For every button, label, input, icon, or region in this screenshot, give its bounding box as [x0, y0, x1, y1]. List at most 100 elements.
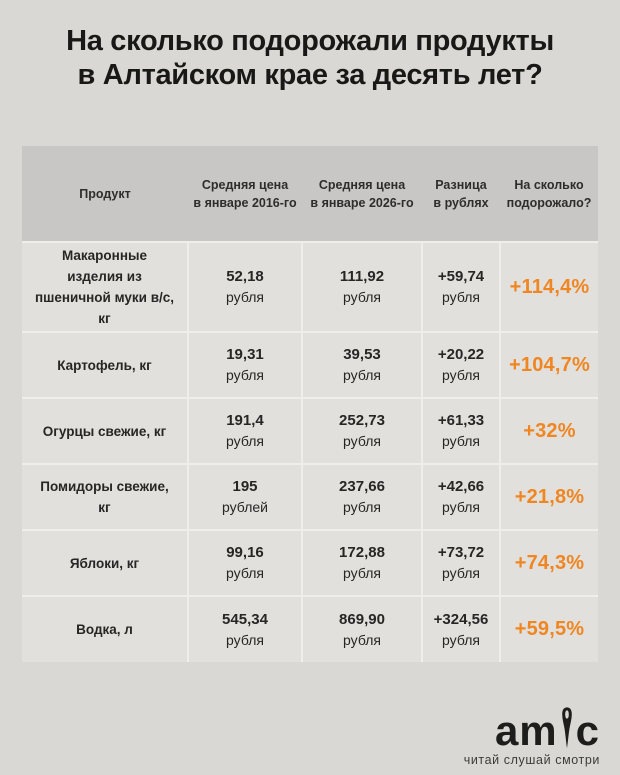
header-label: в рублях [433, 195, 489, 210]
col-header-percent: На сколько подорожало? [500, 146, 598, 242]
header-label: Продукт [79, 186, 131, 201]
difference-cell: +20,22 рубля [421, 331, 500, 398]
difference-unit: рубля [442, 367, 480, 383]
percent-cell: +59,5% [499, 595, 598, 662]
price-2016-value: 195 [232, 478, 258, 495]
price-2026-value: 869,90 [339, 610, 385, 628]
price-2016-unit: рубля [226, 433, 264, 449]
table-row: Картофель, кг 19,31 рубля 39,53 рубля +2… [22, 331, 598, 398]
difference-cell: +59,74 рубля [421, 241, 500, 332]
header-label: в январе 2016-го [193, 195, 297, 210]
table-row: Огурцы свежие, кг 191,4 рубля 252,73 руб… [22, 397, 598, 464]
price-2016-unit: рубля [226, 631, 264, 648]
difference-value: +324,56 [433, 610, 489, 628]
price-2026-unit: рубля [343, 289, 381, 305]
col-header-difference: Разница в рублях [422, 146, 500, 242]
difference-value: +59,74 [437, 268, 485, 285]
price-2026-unit: рубля [343, 565, 381, 581]
price-2026-cell: 869,90 рубля [301, 595, 422, 662]
header-label: Разница [435, 177, 487, 192]
price-2016-value: 545,34 [222, 610, 268, 628]
price-2016-value: 19,31 [226, 346, 264, 363]
header-label: подорожало? [506, 195, 592, 210]
price-2016-cell: 19,31 рубля [187, 331, 302, 398]
difference-cell: +73,72 рубля [421, 529, 500, 596]
price-2016-cell: 545,34 рубля [187, 595, 302, 662]
price-2016-value: 52,18 [226, 268, 264, 285]
price-2026-value: 237,66 [339, 478, 385, 495]
price-2026-value: 111,92 [339, 268, 385, 285]
product-cell: Помидоры свежие, кг [22, 463, 188, 530]
difference-unit: рубля [442, 631, 480, 648]
col-header-price-2026: Средняя цена в январе 2026-го [302, 146, 422, 242]
percent-cell: +74,3% [499, 529, 598, 596]
difference-unit: рубля [442, 289, 480, 305]
price-2016-unit: рубля [226, 289, 264, 305]
price-2026-value: 39,53 [343, 346, 381, 363]
product-cell: Огурцы свежие, кг [22, 397, 188, 464]
amic-logo: am c [494, 707, 600, 754]
header-label: в январе 2026-го [310, 195, 414, 210]
product-cell: Картофель, кг [22, 331, 188, 398]
price-2026-cell: 172,88 рубля [301, 529, 422, 596]
percent-cell: +114,4% [499, 241, 598, 332]
price-2016-value: 99,16 [226, 544, 264, 561]
price-2026-unit: рубля [343, 631, 381, 648]
header-row: Продукт Средняя цена в январе 2016-го Ср… [22, 146, 598, 242]
title-line-1: На сколько подорожали продукты [66, 25, 554, 57]
difference-value: +42,66 [437, 478, 485, 495]
difference-unit: рубля [442, 499, 480, 515]
table-row: Помидоры свежие, кг 195 рублей 237,66 ру… [22, 463, 598, 530]
price-2026-value: 252,73 [339, 412, 385, 429]
logo-text-right: c [575, 707, 600, 754]
difference-unit: рубля [442, 433, 480, 449]
difference-cell: +42,66 рубля [421, 463, 500, 530]
percent-cell: +21,8% [499, 463, 598, 530]
price-2016-cell: 99,16 рубля [187, 529, 302, 596]
price-table: Продукт Средняя цена в январе 2016-го Ср… [22, 146, 598, 662]
price-2026-cell: 39,53 рубля [301, 331, 422, 398]
price-2026-unit: рубля [343, 367, 381, 383]
price-2026-value: 172,88 [339, 544, 385, 561]
difference-value: +61,33 [437, 412, 485, 429]
header-label: Средняя цена [318, 177, 406, 192]
price-2026-cell: 252,73 рубля [301, 397, 422, 464]
price-2016-unit: рубля [226, 367, 264, 383]
product-cell: Макаронные изделия из пшеничной муки в/с… [22, 241, 188, 332]
product-cell: Водка, л [22, 595, 188, 662]
price-2026-cell: 237,66 рубля [301, 463, 422, 530]
logo-text-left: am [494, 707, 558, 754]
percent-cell: +32% [499, 397, 598, 464]
product-cell: Яблоки, кг [22, 529, 188, 596]
table-row: Яблоки, кг 99,16 рубля 172,88 рубля +73,… [22, 529, 598, 596]
table-body: Макаронные изделия из пшеничной муки в/с… [22, 241, 598, 662]
needle-icon [561, 707, 572, 749]
difference-cell: +324,56 рубля [421, 595, 500, 662]
price-2016-cell: 191,4 рубля [187, 397, 302, 464]
price-2026-cell: 111,92 рубля [301, 241, 422, 332]
difference-unit: рубля [442, 565, 480, 581]
logo-tagline: читай слушай смотри [463, 753, 600, 767]
price-2016-unit: рубля [226, 565, 264, 581]
table-header: Продукт Средняя цена в январе 2016-го Ср… [22, 146, 598, 242]
difference-value: +20,22 [437, 346, 485, 363]
difference-cell: +61,33 рубля [421, 397, 500, 464]
table-row: Макаронные изделия из пшеничной муки в/с… [22, 241, 598, 332]
price-2016-cell: 195 рублей [187, 463, 302, 530]
difference-value: +73,72 [437, 544, 485, 561]
col-header-price-2016: Средняя цена в январе 2016-го [188, 146, 302, 242]
price-2026-unit: рубля [343, 433, 381, 449]
header-label: Средняя цена [201, 177, 289, 192]
footer: am c читай слушай смотри [464, 707, 600, 767]
table-row: Водка, л 545,34 рубля 869,90 рубля +324,… [22, 595, 598, 662]
price-2016-value: 191,4 [226, 412, 264, 429]
col-header-product: Продукт [22, 146, 188, 242]
percent-cell: +104,7% [499, 331, 598, 398]
header-label: На сколько [514, 177, 584, 192]
title-line-2: в Алтайском крае за десять лет? [77, 59, 543, 91]
price-2016-cell: 52,18 рубля [187, 241, 302, 332]
price-2016-unit: рублей [222, 499, 268, 515]
page-title: На сколько подорожали продукты в Алтайск… [0, 0, 620, 92]
price-2026-unit: рубля [343, 499, 381, 515]
